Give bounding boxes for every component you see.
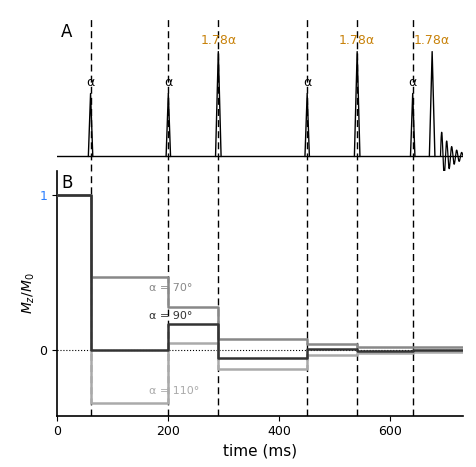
Text: α = 110°: α = 110° — [149, 386, 198, 396]
Text: α: α — [164, 76, 172, 89]
Text: B: B — [61, 174, 72, 192]
Text: 1.78α: 1.78α — [413, 34, 449, 47]
Text: α = 70°: α = 70° — [149, 283, 192, 293]
Text: A: A — [61, 23, 72, 41]
X-axis label: time (ms): time (ms) — [222, 444, 297, 459]
Text: α: α — [408, 76, 416, 89]
Text: 1.78α: 1.78α — [200, 34, 236, 47]
Text: 1.78α: 1.78α — [338, 34, 375, 47]
Y-axis label: $M_z/M_0$: $M_z/M_0$ — [20, 273, 37, 314]
Text: α: α — [86, 76, 95, 89]
Text: α = 90°: α = 90° — [149, 311, 192, 321]
Text: α: α — [302, 76, 311, 89]
